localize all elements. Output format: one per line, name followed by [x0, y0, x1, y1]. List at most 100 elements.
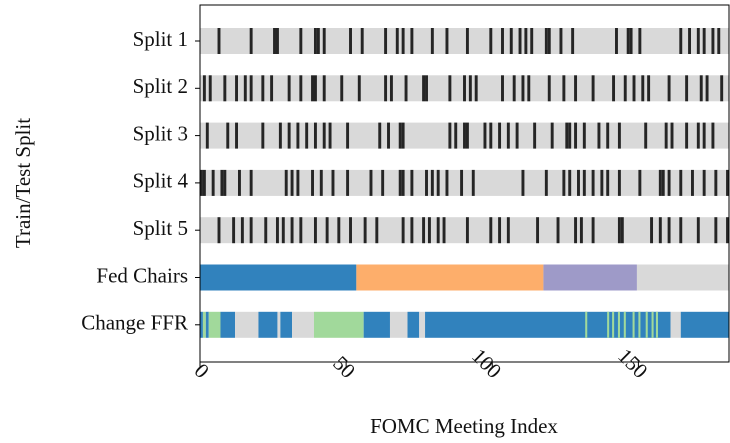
test-mark [717, 28, 721, 54]
test-mark [410, 169, 414, 196]
plot-frame [199, 4, 730, 363]
test-mark [489, 217, 493, 244]
test-mark [501, 75, 504, 102]
segment [543, 264, 637, 291]
test-mark [483, 122, 487, 149]
test-mark [465, 217, 469, 244]
test-mark [445, 169, 449, 196]
test-mark [398, 122, 402, 149]
test-mark [579, 217, 583, 244]
test-mark [524, 28, 528, 54]
test-mark [518, 28, 522, 54]
test-mark [381, 169, 385, 196]
segment [607, 311, 610, 338]
test-mark [398, 169, 402, 196]
test-mark [638, 28, 642, 54]
test-mark [436, 217, 440, 244]
x-tick-label: 150 [613, 344, 652, 383]
segment [585, 311, 588, 338]
test-mark [331, 169, 335, 196]
test-mark [658, 217, 662, 244]
test-mark [249, 28, 253, 54]
test-mark [240, 217, 244, 244]
segment [617, 311, 620, 338]
test-mark [296, 169, 300, 196]
test-mark [363, 217, 367, 244]
test-mark [506, 122, 510, 149]
segment [645, 311, 648, 338]
test-mark [667, 169, 671, 196]
test-mark [202, 169, 206, 196]
test-mark [460, 169, 464, 196]
test-mark [316, 28, 320, 54]
test-mark [223, 75, 227, 102]
test-mark [299, 217, 303, 244]
test-mark [547, 28, 551, 54]
test-mark [644, 122, 648, 149]
test-mark [679, 217, 683, 244]
test-mark [217, 28, 221, 54]
test-mark [606, 122, 610, 149]
test-mark [568, 122, 572, 149]
test-mark [349, 28, 352, 54]
test-mark [243, 75, 247, 102]
test-mark [711, 28, 715, 54]
segment [277, 311, 281, 338]
test-mark [249, 75, 253, 102]
test-mark [679, 28, 683, 54]
test-mark [667, 75, 671, 102]
segment [280, 311, 293, 338]
test-mark [629, 28, 633, 54]
test-mark [299, 28, 303, 54]
test-mark [606, 169, 610, 196]
test-mark [395, 28, 399, 54]
test-mark [384, 75, 388, 102]
segment [636, 264, 729, 291]
test-mark [527, 75, 531, 102]
test-mark [468, 75, 472, 102]
test-mark [702, 122, 706, 149]
test-mark [705, 75, 709, 102]
test-mark [401, 122, 405, 149]
test-mark [562, 169, 566, 196]
test-mark [591, 75, 595, 102]
y-tick-label: Change FFR [81, 311, 188, 335]
segment [419, 311, 426, 338]
test-mark [591, 217, 595, 244]
segment [655, 311, 658, 338]
test-mark [360, 28, 364, 54]
test-mark [670, 122, 674, 149]
test-mark [533, 122, 537, 149]
test-mark [340, 75, 344, 102]
test-mark [556, 217, 560, 244]
segment [258, 311, 278, 338]
y-tick-label: Split 5 [133, 216, 188, 240]
test-mark [319, 169, 323, 196]
test-mark [410, 28, 414, 54]
x-tick-label: 100 [467, 344, 506, 383]
y-tick-label: Split 4 [133, 169, 189, 193]
segment [425, 311, 671, 338]
test-mark [699, 75, 703, 102]
test-mark [667, 217, 671, 244]
y-tick-label: Split 2 [133, 74, 188, 98]
test-mark [632, 75, 636, 102]
test-mark [404, 75, 408, 102]
test-mark [430, 28, 434, 54]
train-band [200, 217, 729, 244]
test-mark [401, 169, 405, 196]
segment [200, 311, 203, 338]
test-mark [205, 122, 209, 149]
test-mark [641, 75, 645, 102]
test-mark [237, 169, 241, 196]
test-mark [448, 122, 452, 149]
test-mark [565, 122, 569, 149]
test-mark [506, 217, 510, 244]
test-mark [410, 217, 414, 244]
test-mark [375, 217, 379, 244]
test-mark [615, 28, 618, 54]
test-mark [313, 217, 317, 244]
test-mark [474, 75, 478, 102]
test-mark [384, 28, 388, 54]
